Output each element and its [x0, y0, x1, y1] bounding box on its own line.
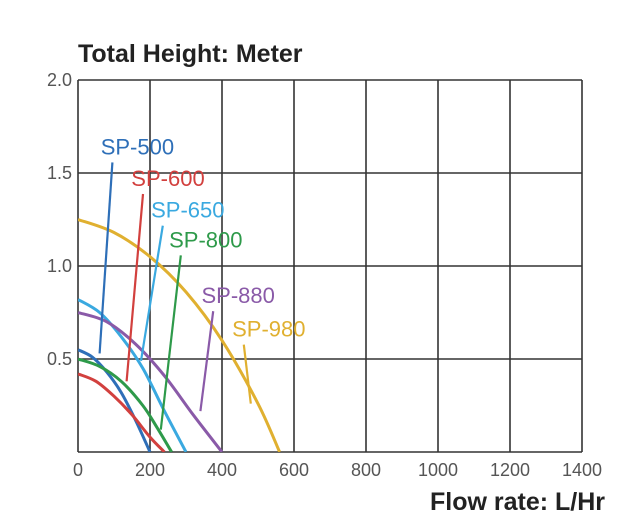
- curve-sp-600: [78, 372, 166, 452]
- x-tick-label: 1400: [562, 460, 602, 480]
- series-callouts: [98, 162, 252, 430]
- curve-sp-980: [78, 218, 281, 452]
- y-tick-label: 1.0: [47, 256, 72, 276]
- x-tick-label: 800: [351, 460, 381, 480]
- curve-sp-800: [78, 357, 173, 452]
- y-tick-label: 0.5: [47, 349, 72, 369]
- series-curves: [78, 218, 281, 452]
- series-label-sp-800: SP-800: [169, 227, 242, 252]
- x-tick-label: 400: [207, 460, 237, 480]
- y-tick-labels: 0.5 1.0 1.5 2.0: [47, 70, 72, 369]
- callout-line-sp-800: [159, 255, 182, 430]
- callout-line-sp-880: [199, 311, 215, 412]
- y-axis-title: Total Height: Meter: [78, 40, 303, 68]
- series-label-sp-880: SP-880: [202, 283, 275, 308]
- series-labels: SP-500 SP-600 SP-650 SP-800 SP-880 SP-980: [101, 134, 306, 341]
- x-axis-title: Flow rate: L/Hr: [430, 488, 605, 516]
- curve-sp-880: [78, 311, 224, 452]
- callout-line-sp-600: [125, 193, 145, 382]
- x-tick-label: 0: [73, 460, 83, 480]
- x-tick-label: 600: [279, 460, 309, 480]
- series-label-sp-500: SP-500: [101, 134, 174, 159]
- x-tick-label: 1200: [490, 460, 530, 480]
- callout-line-sp-500: [98, 162, 114, 354]
- y-tick-label: 2.0: [47, 70, 72, 90]
- series-label-sp-650: SP-650: [151, 198, 224, 223]
- x-tick-label: 1000: [418, 460, 458, 480]
- curve-sp-650: [78, 298, 188, 452]
- x-tick-labels: 0 200 400 600 800 1000 1200 1400: [73, 460, 602, 480]
- series-label-sp-980: SP-980: [232, 317, 305, 342]
- y-tick-label: 1.5: [47, 163, 72, 183]
- callout-line-sp-980: [242, 344, 252, 404]
- x-tick-label: 200: [135, 460, 165, 480]
- series-label-sp-600: SP-600: [131, 166, 204, 191]
- callout-line-sp-650: [139, 225, 164, 362]
